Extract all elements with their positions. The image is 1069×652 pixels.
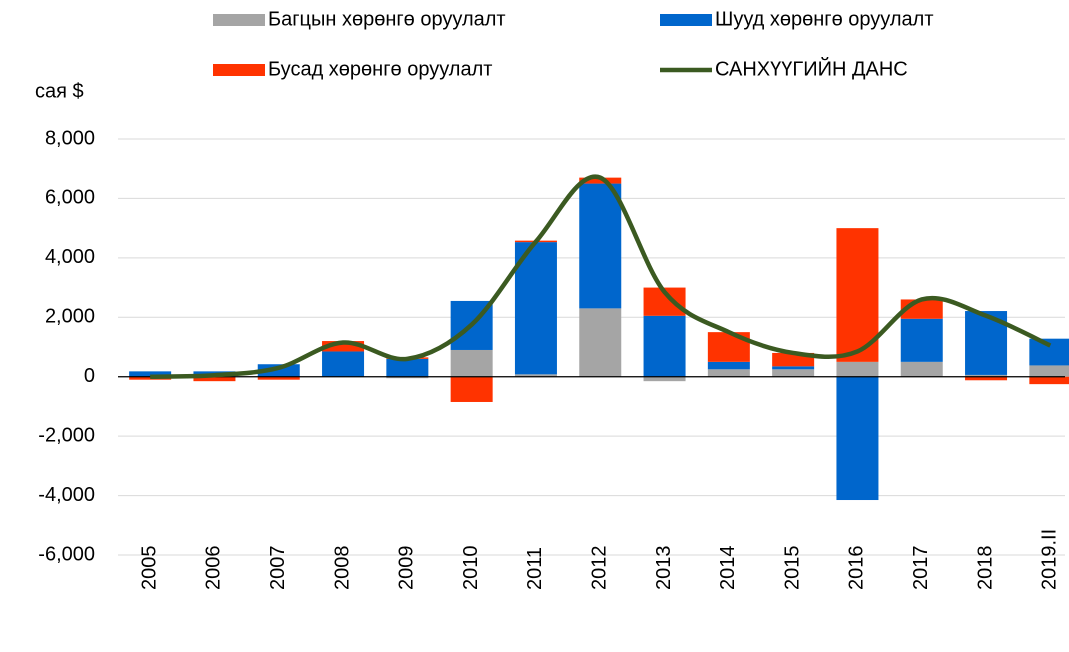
x-tick-label: 2008 [331, 546, 353, 591]
x-tick-label: 2013 [653, 546, 675, 591]
bar [129, 371, 172, 377]
bar [129, 376, 172, 380]
bar [900, 318, 943, 362]
x-tick-group: 2007 [267, 546, 289, 591]
bar [579, 177, 622, 184]
x-tick-label: 2012 [589, 546, 611, 591]
bar [707, 361, 750, 370]
x-tick-label: 2016 [846, 546, 868, 591]
bar [514, 242, 557, 375]
bar [579, 183, 622, 309]
y-tick-label: -6,000 [38, 543, 95, 565]
bar [322, 351, 365, 377]
x-tick-label: 2011 [524, 547, 546, 590]
legend-swatch [213, 64, 265, 76]
bar [193, 376, 236, 382]
bar [643, 376, 686, 382]
bar [450, 349, 493, 377]
legend-label: Шууд хөрөнгө оруулалт [715, 8, 934, 30]
x-tick-group: 2018 [974, 546, 996, 591]
x-tick-label: 2017 [910, 546, 932, 591]
legend-label: Бусад хөрөнгө оруулалт [268, 58, 492, 80]
x-tick-group: 2010 [460, 546, 482, 591]
y-tick-label: 4,000 [45, 246, 95, 268]
legend-label: САНХҮҮГИЙН ДАНС [715, 56, 908, 80]
x-tick-group: 2016 [846, 546, 868, 591]
bar [322, 341, 365, 352]
x-tick-group: 2008 [331, 546, 353, 591]
x-tick-label: 2014 [717, 546, 739, 591]
x-tick-label: 2005 [138, 546, 160, 591]
y-tick-label: -2,000 [38, 424, 95, 446]
x-tick-label: 2019.II [1039, 529, 1061, 590]
x-tick-label: 2010 [460, 546, 482, 591]
line [150, 174, 1052, 379]
legend-swatch [660, 14, 712, 26]
y-tick-label: 0 [84, 365, 95, 387]
x-tick-group: 2009 [396, 546, 418, 591]
x-tick-group: 2019.II [1039, 529, 1061, 590]
bar [579, 308, 622, 377]
bar [386, 376, 429, 379]
bar [643, 315, 686, 377]
x-tick-group: 2011 [524, 547, 546, 590]
x-tick-group: 2015 [781, 546, 803, 591]
bar [1029, 365, 1069, 377]
legend-swatch [213, 14, 265, 26]
x-tick-group: 2013 [653, 546, 675, 591]
x-tick-label: 2007 [267, 546, 289, 591]
y-tick-label: -4,000 [38, 484, 95, 506]
x-tick-group: 2014 [717, 546, 739, 591]
bar [707, 369, 750, 377]
x-tick-group: 2012 [589, 546, 611, 591]
bar [514, 374, 557, 377]
legend-label: Багцын хөрөнгө оруулалт [268, 8, 506, 30]
y-tick-label: 8,000 [45, 127, 95, 149]
bar [965, 374, 1008, 377]
x-tick-label: 2018 [974, 546, 996, 591]
bar [1029, 376, 1069, 385]
y-tick-label: 2,000 [45, 306, 95, 328]
x-tick-group: 2006 [203, 546, 225, 591]
x-tick-label: 2015 [781, 546, 803, 591]
bar [772, 369, 815, 377]
bar [450, 376, 493, 402]
x-tick-label: 2009 [396, 546, 418, 591]
bar [386, 358, 429, 377]
y-axis-label: сая $ [35, 80, 84, 102]
x-tick-group: 2005 [138, 546, 160, 591]
bar [257, 376, 300, 380]
bar [965, 376, 1008, 381]
bar [836, 376, 879, 501]
bar [257, 364, 300, 377]
bar [772, 366, 815, 370]
bar [900, 361, 943, 377]
y-tick-label: 6,000 [45, 187, 95, 209]
x-tick-label: 2006 [203, 546, 225, 591]
x-tick-group: 2017 [910, 546, 932, 591]
bar [836, 361, 879, 377]
